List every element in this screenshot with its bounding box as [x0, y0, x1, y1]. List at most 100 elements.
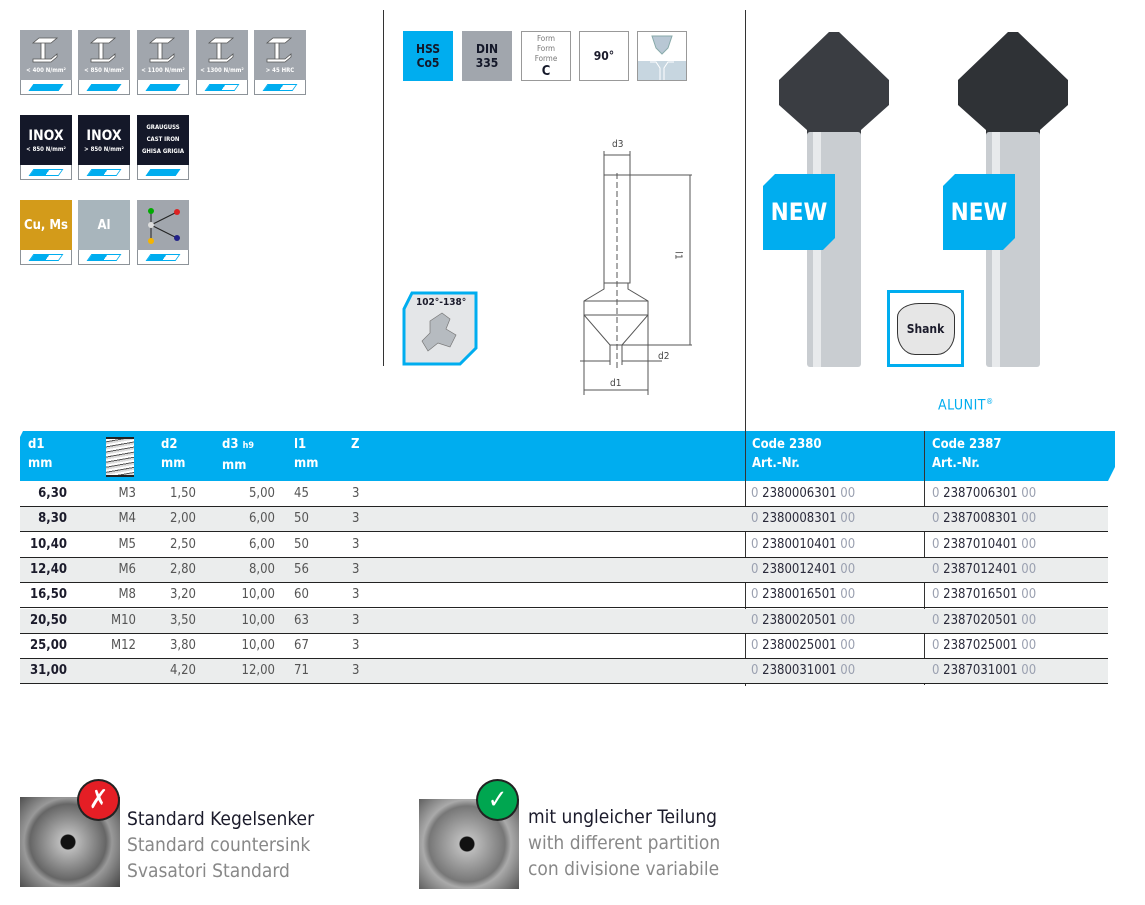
cross-icon: ✗ — [77, 779, 120, 821]
cell-d3: 12,00 — [241, 663, 275, 679]
material-label: < 1100 N/mm² — [141, 66, 185, 74]
article-number: 0 2380008301 00 — [751, 511, 856, 527]
cell-z: 3 — [352, 587, 360, 603]
cell-z: 3 — [352, 663, 360, 679]
d2-label: d2 — [658, 351, 670, 362]
divider — [745, 431, 746, 481]
cell-z: 3 — [352, 637, 360, 653]
cell-d1: 8,30 — [38, 511, 67, 527]
new-badge: NEW — [763, 174, 835, 250]
check-icon: ✓ — [476, 779, 519, 821]
suitability-indicator — [28, 168, 64, 176]
hss-co5-badge: HSS Co5 — [403, 31, 453, 81]
molecule-icon — [148, 208, 180, 244]
cell-d3: 8,00 — [248, 561, 275, 577]
suitability-indicator — [145, 168, 181, 176]
cell-z: 3 — [352, 536, 360, 552]
material-title: INOX — [28, 127, 64, 144]
cell-z: 3 — [352, 561, 360, 577]
badge-text: Form — [536, 43, 556, 53]
suitability-indicator — [86, 168, 122, 176]
material-label: > 850 N/mm² — [84, 145, 124, 153]
form-badge: Form Form Forme C — [521, 31, 571, 81]
cell-d1: 16,50 — [30, 587, 67, 603]
header-d2: d2 mm — [161, 437, 186, 471]
cell-d2: 3,20 — [169, 587, 196, 603]
suitability-indicator — [145, 83, 181, 91]
din-badge: DIN 335 — [462, 31, 512, 81]
material-inox-icon: INOX > 850 N/mm² — [78, 115, 130, 180]
article-number: 0 2380006301 00 — [751, 486, 856, 501]
article-number: 0 2387020501 00 — [932, 612, 1037, 628]
header-d3: d3 h9 mm — [222, 437, 254, 473]
header-code-2387: Code 2387 Art.-Nr. — [932, 437, 1002, 471]
cell-m: M10 — [111, 612, 136, 628]
cell-d2: 4,20 — [169, 663, 196, 679]
flute-angle-icon: 102°-138° — [402, 291, 478, 366]
cell-d2: 2,50 — [169, 536, 196, 552]
table-row: 10,40 M5 2,50 6,00 50 3 0 2380010401 00 0 23870… — [20, 533, 1108, 558]
suitability-indicator — [86, 253, 122, 261]
material-label: GHISA GRIGIA — [141, 148, 185, 155]
material-label: < 400 N/mm² — [26, 66, 66, 74]
divider — [383, 10, 384, 366]
article-number: 0 2380012401 00 — [751, 561, 856, 577]
cell-z: 3 — [352, 486, 360, 501]
cell-d3: 6,00 — [248, 536, 275, 552]
cell-m: M8 — [118, 587, 136, 603]
cell-m: M12 — [111, 637, 136, 653]
cell-d1: 12,40 — [30, 561, 67, 577]
material-aluminium-icon: Al — [78, 200, 130, 265]
alunit-logo: ALUNIT® — [938, 397, 994, 414]
cell-d2: 2,00 — [169, 511, 196, 527]
cell-m: M5 — [118, 536, 136, 552]
brand-name: ALUNIT — [938, 397, 986, 414]
badge-text: DIN — [475, 42, 498, 56]
badge-text: Form — [536, 33, 556, 43]
cell-d1: 6,30 — [38, 486, 67, 501]
material-label: CAST IRON — [146, 136, 180, 143]
cell-m: M6 — [118, 561, 136, 577]
cell-m: M4 — [118, 511, 136, 527]
cell-z: 3 — [352, 612, 360, 628]
cell-l1: 50 — [294, 511, 309, 527]
material-inox-icon: INOX < 850 N/mm² — [20, 115, 72, 180]
material-label: Al — [97, 217, 111, 233]
material-steel-icon: < 400 N/mm² — [20, 30, 72, 95]
cell-l1: 56 — [294, 561, 309, 577]
article-number: 0 2387010401 00 — [932, 536, 1037, 552]
cell-d2: 3,50 — [169, 612, 196, 628]
cell-m: M3 — [118, 486, 136, 501]
cell-l1: 60 — [294, 587, 309, 603]
material-cast-iron-icon: GRAUGUSS CAST IRON GHISA GRIGIA — [137, 115, 189, 180]
cell-l1: 50 — [294, 536, 309, 552]
cell-l1: 67 — [294, 637, 309, 653]
badge-text: HSS — [415, 42, 441, 56]
table-row: 31,00 4,20 12,00 71 3 0 2380031001 00 0 238703… — [20, 659, 1108, 685]
material-label: < 1300 N/mm² — [200, 66, 244, 74]
material-label: < 850 N/mm² — [26, 145, 66, 153]
cell-l1: 63 — [294, 612, 309, 628]
cell-l1: 71 — [294, 663, 309, 679]
d3-label: d3 — [612, 139, 624, 150]
table-row: 6,30 M3 1,50 5,00 45 3 0 2380006301 00 0 238700… — [20, 482, 1108, 507]
table-row: 25,00 M12 3,80 10,00 67 3 0 2380025001 00 0 238… — [20, 634, 1108, 659]
divider — [745, 10, 746, 686]
article-number: 0 2380025001 00 — [751, 637, 856, 653]
article-number: 0 2380031001 00 — [751, 663, 856, 679]
unequal-partition-caption: mit ungleicher Teilung with different par… — [528, 806, 721, 880]
table-row: 8,30 M4 2,00 6,00 50 3 0 2380008301 00 0 238700… — [20, 507, 1108, 533]
flute-angle-label: 102°-138° — [416, 297, 467, 308]
badge-text: Co5 — [416, 56, 440, 70]
article-number: 0 2387006301 00 — [932, 486, 1037, 501]
countersink-image — [637, 31, 687, 81]
cell-d1: 25,00 — [30, 637, 67, 653]
badge-text: C — [541, 63, 551, 79]
cell-l1: 45 — [294, 486, 309, 501]
badge-text: 90° — [593, 49, 615, 63]
cell-d3: 5,00 — [248, 486, 275, 501]
badge-text: 335 — [475, 56, 499, 70]
cell-z: 3 — [352, 511, 360, 527]
cell-d2: 1,50 — [169, 486, 196, 501]
suitability-indicator — [204, 83, 240, 91]
